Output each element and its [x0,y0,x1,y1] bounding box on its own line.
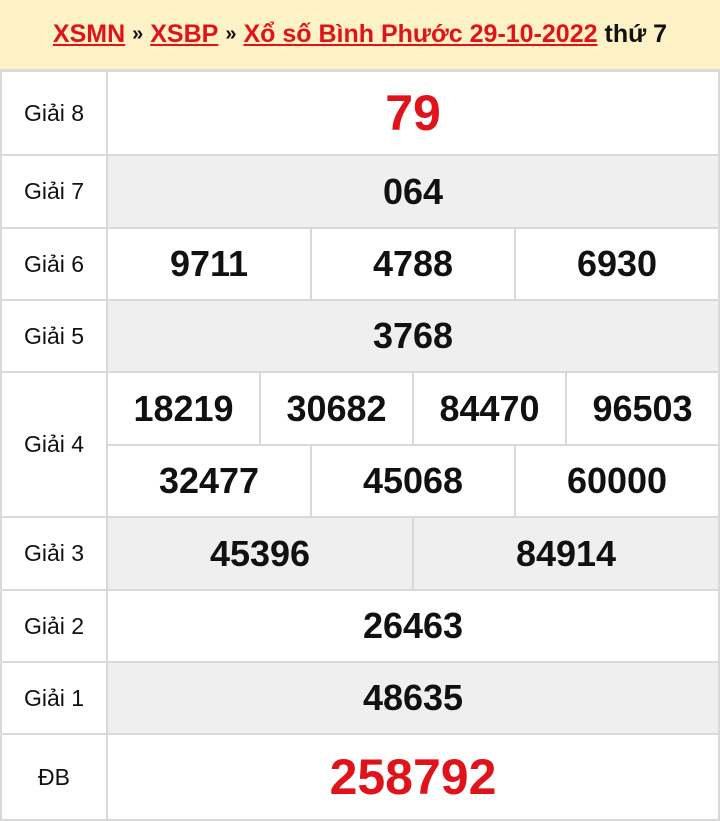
prize-label: Giải 7 [0,154,108,229]
link-xsbp[interactable]: XSBP [150,20,219,48]
prize-number: 26463 [106,589,720,663]
prize-number: 3768 [106,299,720,373]
prize-label: Giải 4 [0,371,108,518]
prize-label: ĐB [0,733,108,821]
link-result-date[interactable]: Xổ số Bình Phước 29-10-2022 [243,20,598,48]
prize-label: Giải 1 [0,661,108,735]
link-xsmn[interactable]: XSMN [52,20,126,48]
prize-number: 6930 [514,227,720,301]
table-row-g1: Giải 1 48635 [0,661,720,735]
table-row-g6: Giải 6 9711 4788 6930 [0,227,720,301]
prize-number: 9711 [106,227,312,301]
table-row-g5: Giải 5 3768 [0,299,720,373]
prize-number: 45396 [106,516,414,591]
table-row-g4: Giải 4 18219 30682 84470 96503 [0,371,720,518]
table-row-g8: Giải 8 79 [0,70,720,156]
table-row-g7: Giải 7 064 [0,154,720,229]
breadcrumb-separator: » [225,23,237,45]
prize-number: 60000 [514,444,720,518]
weekday: thứ 7 [604,20,668,48]
table-row-special: ĐB 258792 [0,733,720,821]
prize-number: 48635 [106,661,720,735]
prize-label: Giải 2 [0,589,108,663]
prize-number: 45068 [310,444,516,518]
prize-number: 84470 [412,371,567,446]
table-row-g4b: 32477 45068 60000 [1,444,720,518]
special-prize-number: 258792 [106,733,720,821]
prize-label: Giải 3 [0,516,108,591]
prize-number: 064 [106,154,720,229]
prize-label: Giải 5 [0,299,108,373]
prize-label: Giải 6 [0,227,108,301]
prize-label: Giải 8 [0,70,108,156]
breadcrumb-separator: » [132,23,144,45]
prize-number: 30682 [259,371,414,446]
prize-number: 84914 [412,516,720,591]
breadcrumb: XSMN » XSBP » Xổ số Bình Phước 29-10-202… [0,0,720,70]
table-row-g3: Giải 3 45396 84914 [0,516,720,591]
prize-number: 32477 [106,444,312,518]
prize-number: 79 [106,70,720,156]
prize-number: 18219 [106,371,261,446]
prize-number: 4788 [310,227,516,301]
results-table: Giải 8 79 Giải 7 064 Giải 6 9711 4788 69… [0,70,720,821]
table-row-g2: Giải 2 26463 [0,589,720,663]
prize-number: 96503 [565,371,720,446]
